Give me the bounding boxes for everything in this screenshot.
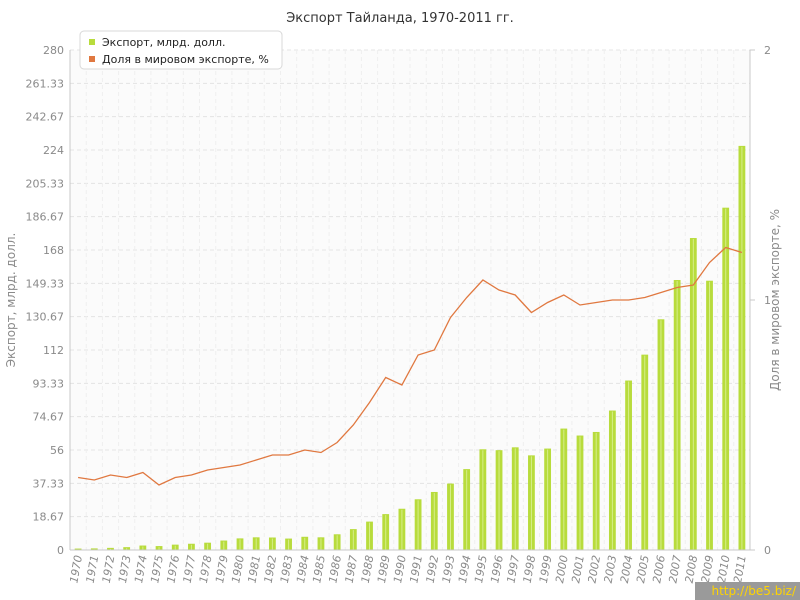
bar-series <box>74 145 746 551</box>
share-line <box>78 246 743 486</box>
x-tick-label: 1982 <box>262 554 280 584</box>
right-axis-ticks: 0 1 2 <box>750 44 771 557</box>
x-tick-label: 2005 <box>634 554 652 584</box>
right-axis-label: Доля в мировом экспорте, % <box>768 209 782 391</box>
x-tick-label: 1997 <box>504 554 522 584</box>
legend-marker-share <box>89 56 95 62</box>
left-tick-label: 149.33 <box>26 277 65 290</box>
x-tick-label: 1988 <box>359 554 377 584</box>
x-tick-label: 1992 <box>424 554 442 584</box>
left-axis-label: Экспорт, млрд. долл. <box>4 233 18 368</box>
x-tick-label: 2007 <box>666 554 684 584</box>
right-tick-label: 1 <box>764 294 771 307</box>
x-tick-label: 1979 <box>213 554 231 584</box>
x-tick-label: 2001 <box>569 554 587 584</box>
x-tick-label: 1974 <box>132 554 150 584</box>
x-tick-label: 1991 <box>407 554 425 584</box>
left-tick-label: 186.67 <box>26 211 65 224</box>
x-tick-label: 1977 <box>181 554 199 584</box>
left-tick-label: 168 <box>43 244 64 257</box>
legend-box <box>79 30 283 70</box>
x-tick-label: 2008 <box>683 554 701 584</box>
x-tick-label: 2003 <box>602 554 620 584</box>
legend-label-export[interactable]: Экспорт, млрд. долл. <box>102 36 225 49</box>
left-tick-label: 112 <box>43 344 64 357</box>
x-tick-label: 1976 <box>164 554 182 584</box>
x-tick-label: 1985 <box>310 554 328 584</box>
x-tick-label: 2004 <box>618 554 636 584</box>
x-tick-label: 2006 <box>650 554 668 584</box>
x-tick-label: 2011 <box>731 554 749 584</box>
left-tick-label: 18.67 <box>33 511 65 524</box>
x-tick-label: 1998 <box>521 554 539 584</box>
right-tick-label: 0 <box>764 544 771 557</box>
line-series <box>78 246 743 486</box>
x-tick-label: 1990 <box>391 554 409 584</box>
x-tick-label: 1971 <box>84 554 102 584</box>
watermark-link[interactable]: http://be5.biz/ <box>695 582 800 600</box>
x-tick-label: 1978 <box>197 554 215 584</box>
bar-1971 <box>90 548 98 550</box>
left-tick-label: 224 <box>43 144 64 157</box>
x-tick-label: 2009 <box>699 554 717 584</box>
left-tick-label: 261.33 <box>26 77 65 90</box>
x-tick-label: 2002 <box>585 554 603 584</box>
left-tick-label: 242.67 <box>26 111 65 124</box>
x-tick-label: 1973 <box>116 554 134 584</box>
left-tick-label: 93.33 <box>33 377 65 390</box>
x-tick-label: 1980 <box>229 554 247 584</box>
x-tick-label: 2010 <box>715 554 733 584</box>
left-tick-label: 280 <box>43 44 64 57</box>
x-tick-label: 1994 <box>456 554 474 584</box>
x-tick-label: 1983 <box>278 554 296 584</box>
left-axis-ticks: 0 18.67 37.33 56 74.67 93.33 112 130.67 149.33 16… <box>26 44 65 557</box>
x-tick-label: 1986 <box>326 554 344 584</box>
x-axis-ticks: 1970197119721973197419751976197719781979… <box>67 554 748 584</box>
right-tick-label: 2 <box>764 44 771 57</box>
x-tick-label: 1987 <box>343 554 361 584</box>
x-tick-label: 1989 <box>375 554 393 584</box>
chart-title: Экспорт Тайланда, 1970-2011 гг. <box>286 11 514 26</box>
left-tick-label: 205.33 <box>26 177 65 190</box>
left-tick-label: 74.67 <box>33 411 65 424</box>
left-tick-label: 37.33 <box>33 477 65 490</box>
legend-marker-export <box>89 39 95 45</box>
x-tick-label: 1999 <box>537 554 555 584</box>
x-tick-label: 1996 <box>488 554 506 584</box>
x-tick-label: 1975 <box>148 554 166 584</box>
x-tick-label: 1970 <box>67 554 85 584</box>
legend-label-share[interactable]: Доля в мировом экспорте, % <box>102 53 269 66</box>
left-tick-label: 130.67 <box>26 311 65 324</box>
bar-1970 <box>74 548 82 550</box>
legend[interactable]: Экспорт, млрд. долл. Доля в мировом эксп… <box>79 30 283 70</box>
x-tick-label: 1995 <box>472 554 490 584</box>
left-tick-label: 56 <box>50 444 64 457</box>
x-tick-label: 1984 <box>294 554 312 584</box>
x-tick-label: 2000 <box>553 554 571 584</box>
left-tick-label: 0 <box>57 544 64 557</box>
x-tick-label: 1972 <box>100 554 118 584</box>
x-tick-label: 1993 <box>440 554 458 584</box>
x-tick-label: 1981 <box>245 554 263 584</box>
